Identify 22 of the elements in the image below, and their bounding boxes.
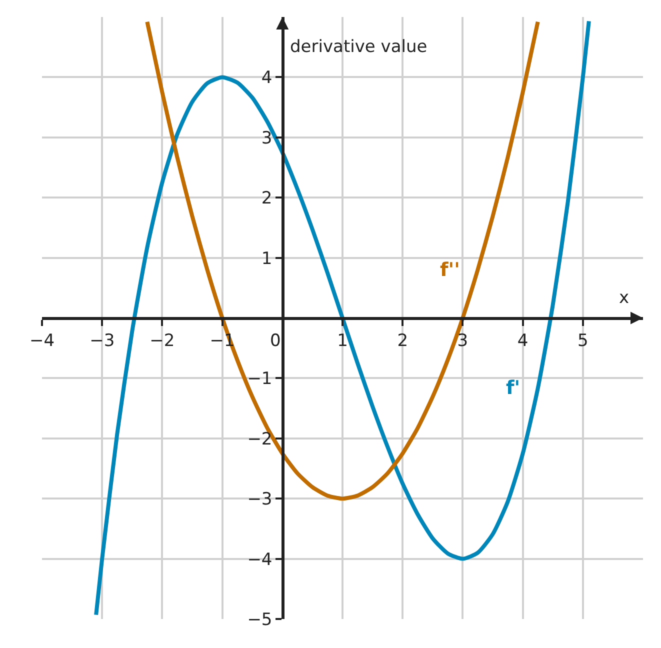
y-tick-label: −2 [247, 429, 272, 450]
series-label: f' [506, 377, 520, 399]
y-tick-label: 3 [261, 128, 272, 148]
series-label: f'' [440, 259, 460, 281]
x-tick-label: −2 [150, 331, 175, 352]
x-tick-label: 3 [457, 331, 468, 352]
x-tick-label: 2 [397, 331, 408, 352]
x-tick-label: −3 [90, 331, 115, 352]
y-tick-label: 1 [261, 248, 272, 269]
y-axis-title: derivative value [290, 37, 428, 57]
y-tick-label: −1 [247, 369, 272, 390]
y-tick-label: −4 [247, 550, 272, 570]
y-tick-label: −3 [247, 490, 272, 510]
y-tick-label: 4 [261, 68, 272, 88]
x-tick-label: 4 [517, 331, 528, 352]
x-tick-label: 1 [337, 331, 348, 352]
x-tick-label: 5 [577, 331, 588, 352]
y-tick-label: −5 [247, 610, 272, 630]
x-axis-title: x [619, 288, 630, 308]
x-tick-label: −4 [29, 331, 55, 352]
y-tick-label: 2 [261, 188, 272, 209]
x-tick-label: 0 [270, 331, 281, 352]
